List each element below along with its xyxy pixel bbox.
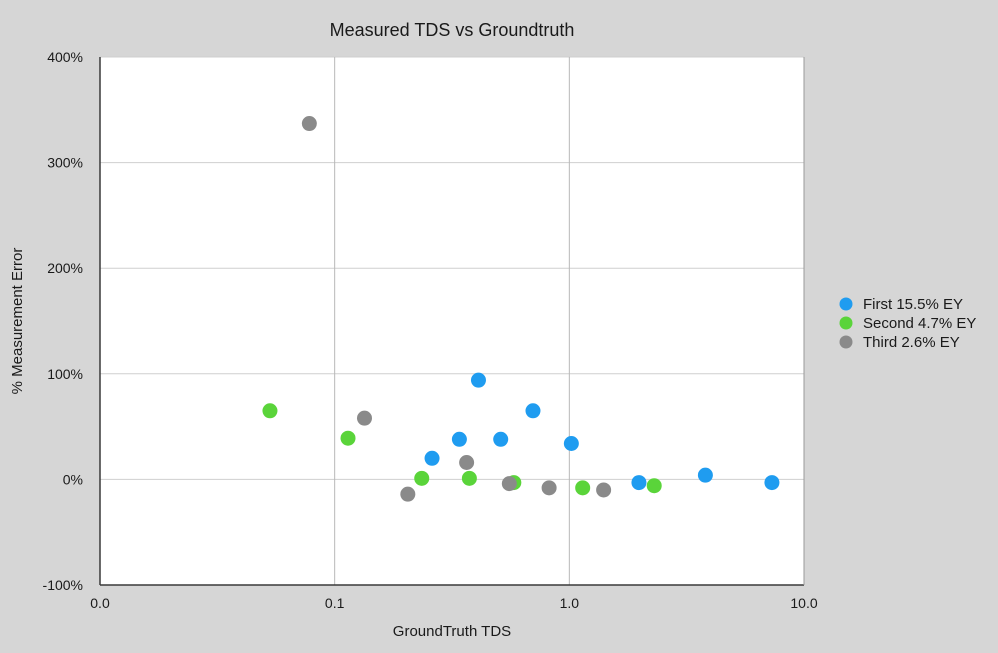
x-tick-label: 0.0 (90, 595, 110, 611)
y-tick-label: -100% (43, 577, 83, 593)
data-point-series-3 (400, 486, 416, 502)
x-tick-label: 0.1 (325, 595, 345, 611)
legend-marker (839, 335, 853, 349)
data-point-series-2 (575, 480, 591, 496)
y-tick-label: 200% (47, 260, 83, 276)
plot-area (100, 57, 804, 585)
y-tick-label: 400% (47, 49, 83, 65)
chart-title: Measured TDS vs Groundtruth (330, 20, 575, 40)
data-point-series-2 (461, 470, 477, 486)
y-tick-label: 100% (47, 366, 83, 382)
data-point-series-3 (356, 410, 372, 426)
data-point-series-1 (493, 431, 509, 447)
tick-labels: -100% 0% 100% 200% 300% 400% 0.0 0.1 1.0 10.0 (43, 49, 818, 611)
legend-label: First 15.5% EY (863, 296, 963, 313)
data-point-series-1 (563, 435, 579, 451)
data-point-series-3 (596, 482, 612, 498)
data-point-series-3 (501, 476, 517, 492)
data-point-series-1 (451, 431, 467, 447)
data-point-series-3 (459, 455, 475, 471)
legend-marker (839, 297, 853, 311)
data-point-series-2 (414, 470, 430, 486)
data-point-series-3 (301, 116, 317, 132)
data-point-series-1 (697, 467, 713, 483)
data-point-series-1 (764, 475, 780, 491)
data-points (262, 116, 780, 502)
data-point-series-1 (631, 475, 647, 491)
legend-marker (839, 316, 853, 330)
y-axis-label: % Measurement Error (9, 248, 26, 395)
x-axis-label: GroundTruth TDS (393, 623, 511, 640)
x-tick-label: 10.0 (790, 595, 817, 611)
y-tick-label: 0% (63, 471, 83, 487)
data-point-series-2 (262, 403, 278, 419)
data-point-series-1 (525, 403, 541, 419)
legend-label: Second 4.7% EY (863, 315, 976, 332)
data-point-series-3 (541, 480, 557, 496)
axes (99, 57, 805, 586)
legend-label: Third 2.6% EY (863, 334, 960, 351)
data-point-series-1 (424, 450, 440, 466)
grid-lines (100, 56, 804, 585)
y-tick-label: 300% (47, 155, 83, 171)
legend: First 15.5% EY Second 4.7% EY Third 2.6% E… (839, 296, 976, 351)
data-point-series-2 (340, 430, 356, 446)
x-tick-label: 1.0 (560, 595, 580, 611)
data-point-series-2 (646, 478, 662, 494)
data-point-series-1 (470, 372, 486, 388)
